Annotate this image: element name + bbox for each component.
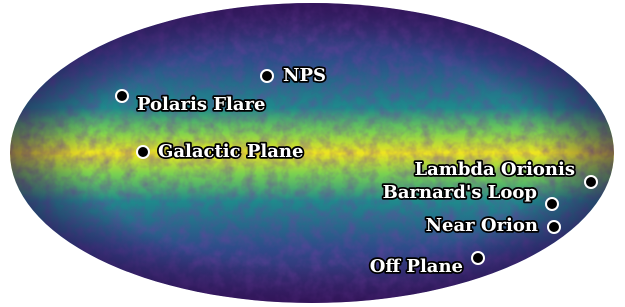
region-marker [546,198,558,210]
page: NPS Polaris Flare Galactic Plane Lambda Ori… [0,0,625,307]
region-marker [472,252,484,264]
region-marker [548,221,560,233]
region-label: NPS [283,65,326,86]
region-label: Lambda Orionis [414,159,575,180]
region-marker [585,176,597,188]
region-label: Barnard's Loop [383,182,537,203]
texture [0,0,625,307]
sky-map: NPS Polaris Flare Galactic Plane Lambda Ori… [0,0,625,307]
region-label: Polaris Flare [137,94,266,115]
region-label: Off Plane [370,256,463,277]
region-marker [261,70,273,82]
region-marker [116,90,128,102]
region-marker [137,146,149,158]
region-label: Near Orion [426,215,538,236]
region-label: Galactic Plane [158,141,303,162]
